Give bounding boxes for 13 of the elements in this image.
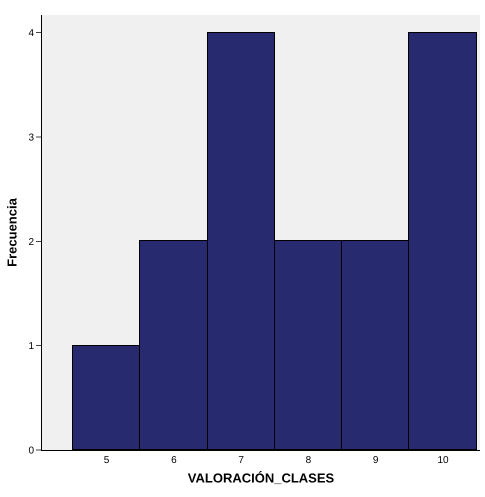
x-tick-label: 8 [306, 455, 312, 466]
x-tick-label: 5 [104, 455, 110, 466]
x-tick-label: 9 [372, 455, 379, 466]
x-tick-label: 7 [238, 455, 244, 466]
y-tick-label: 1 [28, 341, 34, 352]
y-tick-label: 3 [28, 132, 34, 144]
x-axis-title: VALORACIÓN_CLASES [188, 470, 335, 486]
y-axis-title: Frecuencia [4, 197, 20, 267]
x-tick-label: 6 [171, 455, 178, 466]
x-tick-label: 10 [437, 455, 449, 466]
y-tick-label: 2 [28, 236, 34, 248]
y-tick-label: 0 [28, 446, 34, 456]
y-tick-label: 4 [28, 28, 34, 40]
